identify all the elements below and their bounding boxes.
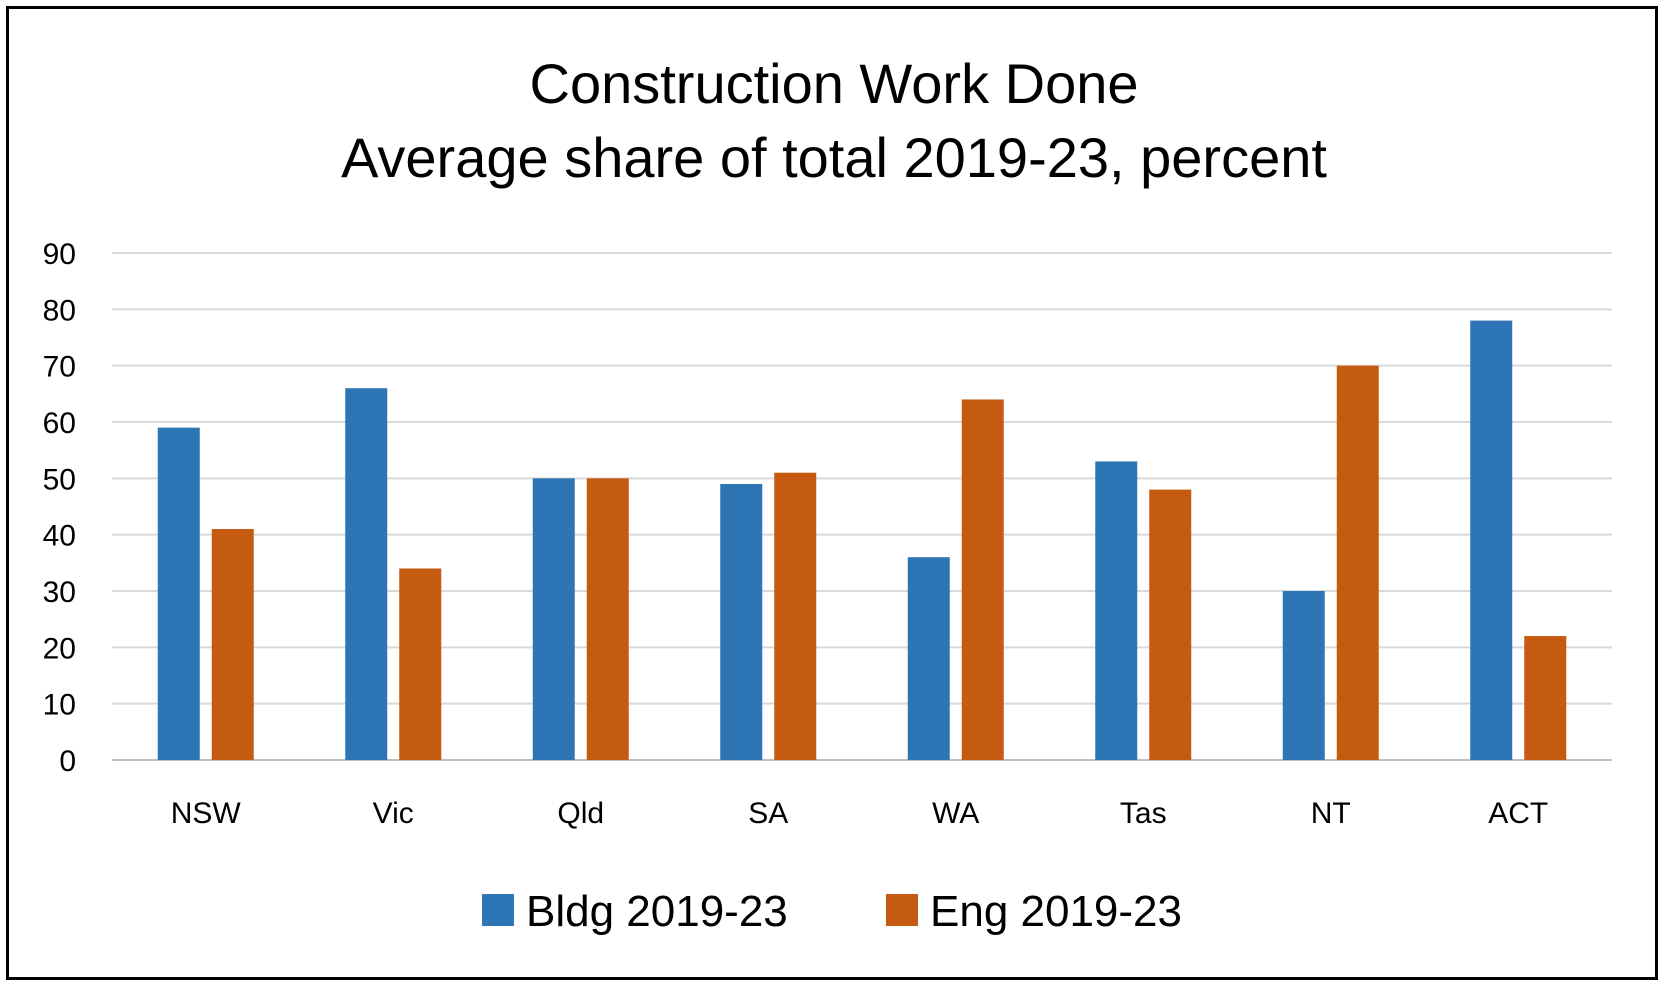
bar-eng-wa: [961, 399, 1004, 760]
bar-bldg-qld: [532, 478, 575, 760]
bar-bldg-nt: [1282, 591, 1325, 760]
legend-label-eng: Eng 2019-23: [930, 887, 1182, 936]
x-tick-label: Qld: [557, 797, 604, 830]
bar-eng-nsw: [211, 529, 254, 760]
x-tick-label: ACT: [1488, 797, 1548, 830]
legend-label-bldg: Bldg 2019-23: [526, 887, 788, 936]
bars: [157, 320, 1567, 760]
bar-bldg-tas: [1095, 461, 1138, 760]
y-axis-ticks: 0 10 20 30 40 50 60 70 80 90: [43, 238, 76, 778]
y-tick-label: 0: [59, 745, 76, 778]
bar-eng-tas: [1149, 489, 1192, 760]
bar-eng-nt: [1336, 365, 1379, 760]
chart-subtitle: Average share of total 2019-23, percent: [341, 126, 1327, 189]
y-tick-label: 20: [43, 632, 76, 665]
bar-bldg-nsw: [157, 427, 200, 760]
legend: Bldg 2019-23 Eng 2019-23: [482, 887, 1182, 936]
grid: [112, 252, 1612, 761]
bar-bldg-wa: [907, 557, 950, 760]
bar-bldg-vic: [345, 388, 388, 760]
x-tick-label: NSW: [171, 797, 242, 830]
chart-frame: [6, 6, 1658, 980]
y-tick-label: 30: [43, 576, 76, 609]
bar-eng-act: [1524, 636, 1567, 760]
y-tick-label: 50: [43, 463, 76, 496]
bar-bldg-act: [1470, 320, 1513, 760]
x-tick-label: Tas: [1120, 797, 1167, 830]
x-axis-ticks: NSW Vic Qld SA WA Tas NT ACT: [171, 797, 1549, 830]
y-tick-label: 70: [43, 351, 76, 384]
chart-title: Construction Work Done: [529, 52, 1139, 115]
legend-swatch-bldg: [482, 894, 514, 926]
legend-swatch-eng: [886, 894, 918, 926]
x-tick-label: Vic: [373, 797, 414, 830]
y-tick-label: 90: [43, 238, 76, 271]
bar-eng-qld: [586, 478, 629, 760]
x-tick-label: NT: [1311, 797, 1351, 830]
x-tick-label: SA: [748, 797, 788, 830]
y-tick-label: 60: [43, 407, 76, 440]
y-tick-label: 80: [43, 294, 76, 327]
x-tick-label: WA: [932, 797, 979, 830]
y-tick-label: 10: [43, 689, 76, 722]
bar-bldg-sa: [720, 483, 763, 760]
y-tick-label: 40: [43, 520, 76, 553]
bar-eng-sa: [774, 472, 817, 760]
bar-eng-vic: [399, 568, 442, 760]
